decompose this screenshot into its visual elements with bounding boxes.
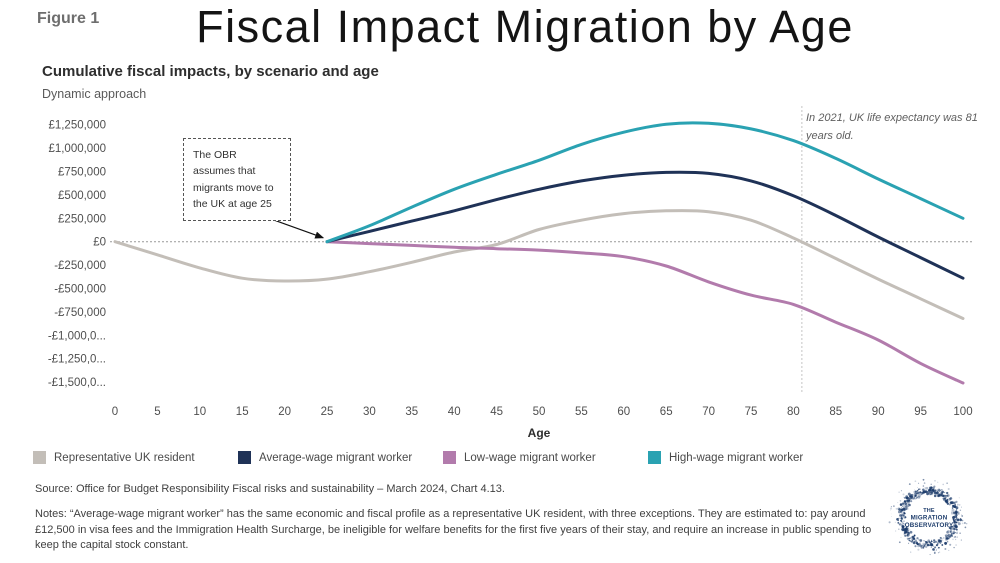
y-tick-label: £750,000	[58, 167, 106, 179]
x-tick-label: 35	[405, 406, 418, 418]
x-tick-label: 90	[872, 406, 885, 418]
page-title: Fiscal Impact Migration by Age	[196, 1, 854, 52]
plot-area: £1,250,000 £1,000,000 £750,000 £500,000 £250…	[48, 106, 973, 440]
x-tick-label: 25	[321, 406, 334, 418]
logo-text-line: THE	[923, 508, 935, 514]
series-line-average-wage-migrant-worker[interactable]	[325, 170, 965, 280]
legend-swatch	[443, 451, 456, 464]
series-line-representative-uk-resident[interactable]	[113, 209, 965, 320]
x-tick-label: 85	[829, 406, 842, 418]
notes-text: Notes: “Average-wage migrant worker” has…	[35, 508, 872, 552]
figure-label: Figure 1	[37, 10, 100, 27]
legend-swatch	[33, 451, 46, 464]
y-tick-label: -£1,500,0...	[48, 377, 106, 389]
legend-label: Representative UK resident	[54, 451, 195, 464]
x-tick-label: 30	[363, 406, 376, 418]
x-tick-label: 40	[448, 406, 461, 418]
logo-text-line: OBSERVATORY	[905, 522, 954, 529]
y-tick-label: £1,250,000	[48, 120, 106, 132]
series-line-low-wage-migrant-worker[interactable]	[325, 240, 965, 385]
x-axis-title: Age	[528, 426, 551, 440]
legend-item-high-wage-migrant-worker[interactable]: High-wage migrant worker	[648, 451, 803, 464]
life-expectancy-annotation: In 2021, UK life expectancy was 81 years…	[806, 112, 978, 142]
y-tick-label: -£500,000	[54, 284, 106, 296]
x-tick-label: 100	[953, 406, 972, 418]
series-line-high-wage-migrant-worker[interactable]	[325, 121, 965, 244]
y-tick-label: £1,000,000	[48, 143, 106, 155]
legend-label: Average-wage migrant worker	[259, 451, 413, 464]
legend-swatch	[238, 451, 251, 464]
x-tick-label: 95	[914, 406, 927, 418]
logo-dot-ring	[888, 478, 968, 556]
legend-label: Low-wage migrant worker	[464, 451, 596, 464]
x-tick-label: 20	[278, 406, 291, 418]
x-tick-label: 65	[660, 406, 673, 418]
x-tick-label: 50	[533, 406, 546, 418]
chart-legend: Representative UK resident Average-wage m…	[33, 451, 803, 464]
legend-swatch	[648, 451, 661, 464]
chart-subtitle: Dynamic approach	[42, 87, 147, 101]
x-tick-label: 15	[236, 406, 249, 418]
legend-label: High-wage migrant worker	[669, 451, 804, 464]
obr-annotation-box: The OBR assumes that migrants move to th…	[183, 138, 291, 222]
x-tick-label: 60	[617, 406, 630, 418]
y-tick-label: £250,000	[58, 213, 106, 225]
x-tick-label: 0	[112, 406, 118, 418]
x-tick-label: 5	[154, 406, 160, 418]
x-tick-label: 70	[702, 406, 715, 418]
x-tick-label: 10	[193, 406, 206, 418]
y-tick-label: £0	[93, 237, 106, 249]
y-tick-label: -£1,250,0...	[48, 354, 106, 366]
x-tick-label: 80	[787, 406, 800, 418]
y-tick-label: -£250,000	[54, 260, 106, 272]
legend-item-average-wage-migrant-worker[interactable]: Average-wage migrant worker	[238, 451, 443, 464]
legend-item-low-wage-migrant-worker[interactable]: Low-wage migrant worker	[443, 451, 648, 464]
chart-title: Cumulative fiscal impacts, by scenario a…	[42, 63, 379, 80]
x-tick-label: 75	[745, 406, 758, 418]
source-text: Source: Office for Budget Responsibility…	[35, 483, 505, 495]
y-tick-label: £500,000	[58, 190, 106, 202]
y-tick-label: -£750,000	[54, 307, 106, 319]
x-tick-label: 45	[490, 406, 503, 418]
logo-text-line: MIGRATION	[911, 515, 948, 522]
legend-item-representative-uk-resident[interactable]: Representative UK resident	[33, 451, 238, 464]
y-tick-label: -£1,000,0...	[48, 330, 106, 342]
x-tick-label: 55	[575, 406, 588, 418]
